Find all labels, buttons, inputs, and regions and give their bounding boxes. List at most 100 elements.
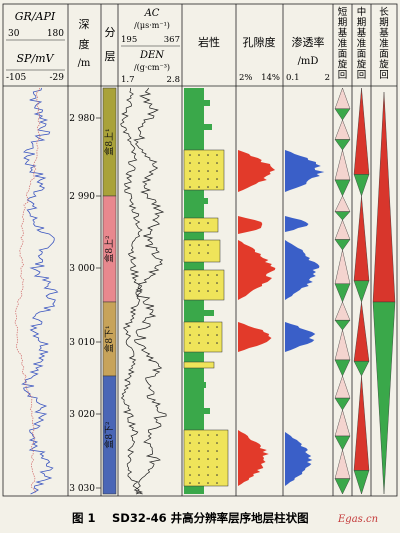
ac-den-track: [120, 87, 167, 495]
sp-min: -105: [6, 73, 26, 83]
gr-max: 180: [47, 29, 64, 39]
cycle-header-char: 基: [357, 27, 367, 39]
caption-watermark: Egas.cn: [337, 514, 378, 525]
sand-dot: [216, 170, 218, 172]
sand-dot: [198, 274, 200, 276]
cycle-header-char: 回: [379, 70, 389, 81]
sand-dot: [216, 282, 218, 284]
sand-dot: [207, 442, 209, 444]
perm-min: 0.1: [286, 73, 300, 83]
depth-tick-label: 2 990: [69, 192, 95, 202]
sand-dot: [216, 178, 218, 180]
track-frame: [2, 3, 398, 497]
gr-label: GR/API: [15, 10, 56, 23]
sand-dot: [216, 474, 218, 476]
sand-dot: [207, 244, 209, 246]
lithology-track: [183, 88, 229, 494]
mudstone-lens: [204, 382, 206, 388]
caption-text: SD32-46 井高分辨率层序地层柱状图: [112, 511, 309, 525]
sand-dot: [189, 274, 191, 276]
cycle-triangle: [334, 283, 351, 303]
cycle-header-char: 旋: [338, 59, 348, 71]
porosity-fill: [238, 150, 276, 192]
depth-label-3: /m: [78, 58, 91, 69]
header: GR/API 30 180 SP/mV -105 -29 深 度 /m 分 层 …: [6, 6, 389, 85]
sand-dot: [216, 274, 218, 276]
perm-max: 2: [325, 73, 330, 83]
sand-dot: [198, 244, 200, 246]
mudstone-lens: [204, 100, 210, 106]
sand-dot: [198, 154, 200, 156]
cycle-triangle: [334, 375, 351, 399]
porosity-fill: [238, 430, 269, 486]
sand-dot: [216, 186, 218, 188]
cycle-triangle: [372, 301, 396, 495]
sand-dot: [216, 434, 218, 436]
sand-dot: [216, 334, 218, 336]
sand-dot: [198, 450, 200, 452]
cycle-triangle: [334, 301, 351, 321]
cycle-header-char: 旋: [379, 59, 389, 71]
cycle-header-char: 面: [338, 49, 348, 60]
sand-dot: [198, 170, 200, 172]
sand-dot: [216, 466, 218, 468]
layer-label-1: 分: [105, 26, 116, 39]
mudstone-lens: [204, 408, 210, 414]
cycle-triangle: [353, 87, 370, 175]
sand-dot: [207, 482, 209, 484]
den-max: 2.8: [166, 75, 180, 85]
sand-dot: [216, 482, 218, 484]
depth-label-1: 深: [79, 18, 90, 31]
cycle-triangle: [334, 219, 351, 240]
sand-dot: [189, 244, 191, 246]
mudstone-lens: [204, 198, 208, 204]
gr-sp-track: [14, 87, 59, 495]
depth-tick-label: 3 020: [69, 410, 95, 420]
figure-caption: 图 1 SD32-46 井高分辨率层序地层柱状图 Egas.cn: [72, 511, 378, 525]
cycle-triangle: [353, 375, 370, 471]
cycle-header-char: 短: [338, 6, 348, 18]
sand-dot: [207, 162, 209, 164]
depth-tick-label: 2 980: [69, 114, 95, 124]
sand-dot: [207, 450, 209, 452]
sand-dot: [216, 442, 218, 444]
sand-dot: [198, 186, 200, 188]
sand-dot: [189, 178, 191, 180]
sand-dot: [207, 342, 209, 344]
sand-dot: [207, 474, 209, 476]
sand-dot: [189, 442, 191, 444]
perm-fill: [285, 216, 309, 232]
layer-name: 盒8上²: [103, 235, 115, 263]
sand-dot: [189, 186, 191, 188]
cycle-triangle: [334, 249, 351, 284]
sand-dot: [198, 482, 200, 484]
sand-dot: [207, 290, 209, 292]
sand-dot: [216, 326, 218, 328]
sand-dot: [189, 154, 191, 156]
mudstone-lens: [204, 310, 214, 316]
sand-dot: [198, 466, 200, 468]
cycle-triangle: [334, 449, 351, 479]
cycle-header-char: 准: [338, 39, 348, 50]
perm-fill: [285, 322, 316, 352]
sand-dot: [198, 222, 200, 224]
ac-min: 195: [121, 35, 137, 45]
sand-dot: [198, 162, 200, 164]
perm-fill: [285, 240, 320, 300]
sand-dot: [207, 334, 209, 336]
cycle-triangle: [353, 195, 370, 281]
cycle-triangle: [334, 139, 351, 151]
sand-dot: [207, 274, 209, 276]
sand-dot: [198, 474, 200, 476]
sand-dot: [207, 178, 209, 180]
ac-unit: /(μs·m⁻¹): [134, 21, 170, 30]
layer-name: 盒8下¹: [103, 325, 115, 352]
cycle-triangle: [334, 320, 351, 331]
cycle-triangle: [334, 478, 351, 495]
cycle-header-char: 中: [357, 6, 367, 18]
porosity-max: 14%: [261, 73, 280, 83]
sandstone-layer: [183, 429, 229, 487]
cycle-triangle: [334, 435, 351, 451]
perm-fill: [285, 150, 325, 192]
